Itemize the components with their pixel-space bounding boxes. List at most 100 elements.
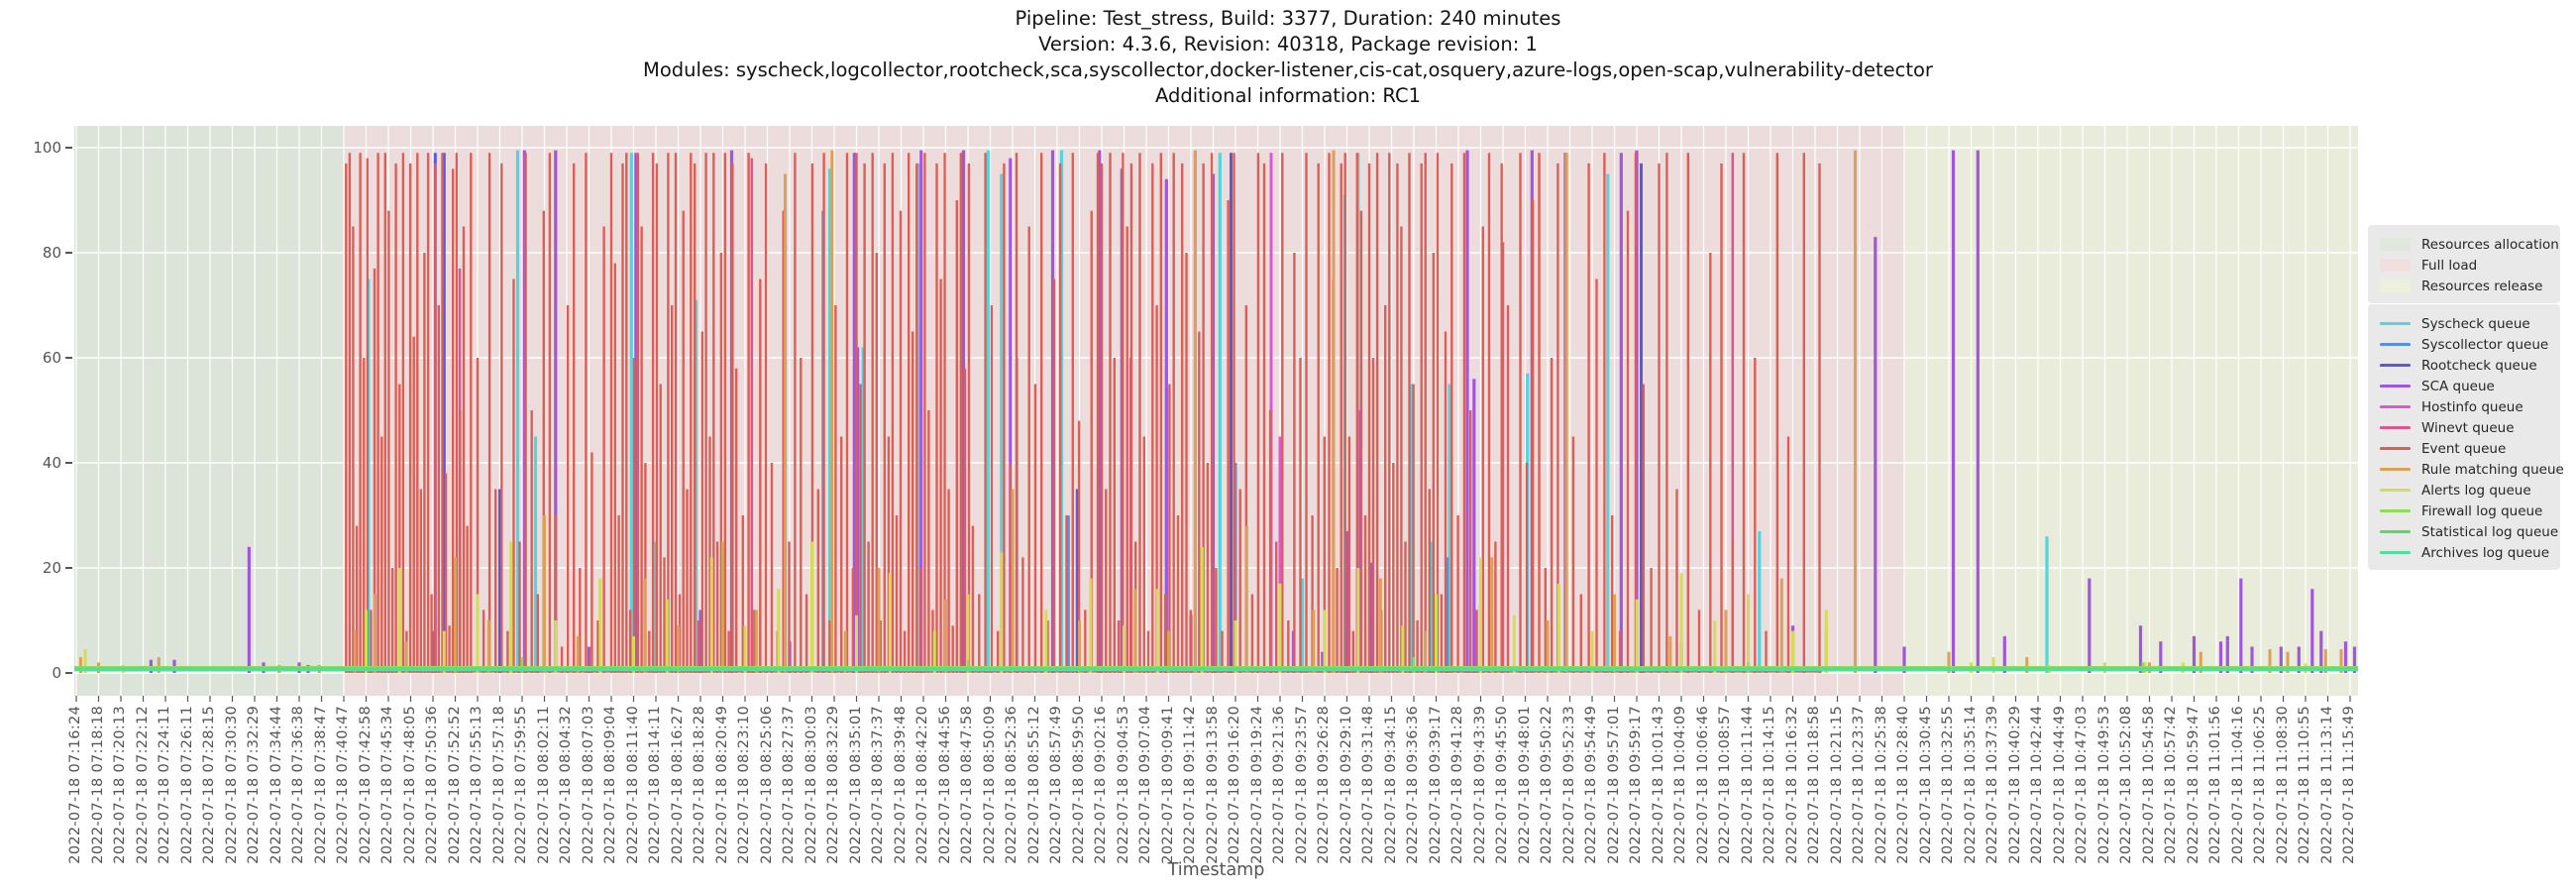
x-tick-label: 2022-07-18 09:19:24 [1248,706,1265,864]
x-tick-label: 2022-07-18 07:40:47 [335,706,351,864]
x-tick-label: 2022-07-18 09:02:16 [1093,706,1109,864]
legend-item-full-load: Full load [2380,255,2560,276]
y-tick-label-20: 20 [42,559,61,577]
x-tick-label: 2022-07-18 07:55:13 [469,706,484,864]
x-tick-label: 2022-07-18 09:34:15 [1382,706,1399,864]
legend-line-swatch-rootcheck-queue [2380,364,2411,367]
legend-item-event-queue: Event queue [2380,438,2560,459]
x-tick-label: 2022-07-18 11:08:30 [2274,706,2291,864]
x-tick-label: 2022-07-18 10:08:57 [1717,706,1733,864]
x-tick-label: 2022-07-18 10:35:14 [1962,706,1979,864]
x-tick-label: 2022-07-18 08:23:10 [736,706,752,864]
plot-area [74,126,2358,711]
x-tick-label: 2022-07-18 10:37:39 [1985,706,2000,864]
legend-item-winevt-queue: Winevt queue [2380,417,2560,438]
x-tick-label: 2022-07-18 11:06:25 [2252,706,2268,864]
x-tick-label: 2022-07-18 10:21:15 [1828,706,1845,864]
legend-item-rule-matching-queue: Rule matching queue [2380,459,2564,480]
x-tick-label: 2022-07-18 08:35:01 [847,706,864,864]
x-tick-label: 2022-07-18 09:52:33 [1560,706,1577,864]
band-resources-allocation [74,126,344,696]
legend-line-swatch-statistical-log-queue [2380,530,2411,533]
legend-item-statistical-log-queue: Statistical log queue [2380,521,2560,542]
x-tick-label: 2022-07-18 07:32:29 [246,706,262,864]
title-line-4: Additional information: RC1 [1154,84,1421,107]
title-line-2: Version: 4.3.6, Revision: 40318, Package… [1038,33,1538,56]
legend-label: Resources allocation [2421,236,2559,253]
x-tick-label: 2022-07-18 10:18:58 [1806,706,1822,864]
legend-patch-resources-release [2380,279,2411,292]
x-tick-label: 2022-07-18 07:59:55 [513,706,529,864]
x-tick-label: 2022-07-18 09:04:53 [1115,706,1131,864]
x-tick-label: 2022-07-18 08:11:40 [624,706,641,864]
x-tick-label: 2022-07-18 08:14:11 [647,706,663,864]
legend-item-resources-allocation: Resources allocation [2380,234,2560,255]
x-tick-label: 2022-07-18 07:45:34 [379,706,395,864]
x-tick-label: 2022-07-18 09:07:04 [1137,706,1153,864]
legend-line-swatch-alerts-log-queue [2380,489,2411,492]
x-tick-label: 2022-07-18 08:04:32 [558,706,574,864]
legend-label: Firewall log queue [2421,502,2543,519]
legend-item-hostinfo-queue: Hostinfo queue [2380,396,2560,417]
x-tick-label: 2022-07-18 10:04:09 [1672,706,1688,864]
x-tick-label: 2022-07-18 08:55:12 [1025,706,1042,864]
x-tick-label: 2022-07-18 10:57:42 [2163,706,2179,864]
x-tick-label: 2022-07-18 09:45:50 [1494,706,1510,864]
y-tick-label-100: 100 [33,139,61,157]
x-axis-title: Timestamp [1167,860,1265,880]
legend-label: Event queue [2421,440,2507,457]
x-tick-label: 2022-07-18 08:30:03 [803,706,819,864]
x-tick-label: 2022-07-18 09:41:28 [1449,706,1465,864]
y-tick-mark [65,252,72,254]
y-tick-mark [65,147,72,149]
y-tick-label-60: 60 [42,349,61,367]
legend-item-resources-release: Resources release [2380,276,2560,296]
legend-label: Winevt queue [2421,419,2515,436]
x-tick-label: 2022-07-18 08:25:06 [758,706,775,864]
x-tick-label: 2022-07-18 10:14:15 [1762,706,1777,864]
series-alerts-log-queue [83,541,2308,673]
x-tick-label: 2022-07-18 09:57:01 [1605,706,1622,864]
x-tick-label: 2022-07-18 08:02:11 [535,706,552,864]
x-tick-label: 2022-07-18 08:09:04 [602,706,618,864]
x-tick-label: 2022-07-18 07:24:11 [157,706,172,864]
x-tick-label: 2022-07-18 07:36:38 [290,706,306,864]
legend-line-swatch-sca-queue [2380,385,2411,388]
x-tick-label: 2022-07-18 10:11:44 [1739,706,1756,864]
x-tick-label: 2022-07-18 10:06:46 [1694,706,1711,864]
legend-label: Statistical log queue [2421,523,2559,540]
legend-item-rootcheck-queue: Rootcheck queue [2380,355,2560,376]
x-tick-label: 2022-07-18 08:59:50 [1070,706,1087,864]
x-tick-label: 2022-07-18 09:43:39 [1471,706,1488,864]
y-tick-mark [65,462,72,464]
x-tick-label: 2022-07-18 09:29:10 [1338,706,1354,864]
legend-item-sca-queue: SCA queue [2380,376,2560,396]
x-tick-label: 2022-07-18 11:15:49 [2341,706,2357,864]
legend-load-phases: Resources allocation Full load Resources r… [2368,225,2560,303]
y-tick-label-80: 80 [42,244,61,262]
x-tick-label: 2022-07-18 10:59:47 [2185,706,2201,864]
x-tick-label: 2022-07-18 11:01:56 [2207,706,2223,864]
y-tick-mark [65,567,72,569]
x-tick-label: 2022-07-18 09:54:49 [1583,706,1599,864]
legend-item-alerts-log-queue: Alerts log queue [2380,480,2560,501]
x-tick-label: 2022-07-18 09:26:28 [1316,706,1332,864]
legend-line-swatch-firewall-log-queue [2380,509,2411,512]
band-resources-release [1904,126,2358,696]
x-tick-label: 2022-07-18 07:48:05 [401,706,418,864]
title-line-3: Modules: syscheck,logcollector,rootcheck… [643,58,1933,81]
legend-patch-resources-allocation [2380,238,2411,251]
chart-svg [74,126,2358,702]
x-tick-label: 2022-07-18 07:50:36 [424,706,440,864]
x-tick-label: 2022-07-18 10:25:38 [1873,706,1889,864]
x-tick-label: 2022-07-18 07:28:15 [201,706,217,864]
x-tick-label: 2022-07-18 10:32:55 [1940,706,1956,864]
x-tick-label: 2022-07-18 10:54:58 [2140,706,2157,864]
x-tick-label: 2022-07-18 08:50:09 [981,706,998,864]
y-tick-mark [65,357,72,359]
x-tick-marks [75,696,2351,702]
legend-label: Full load [2421,257,2478,274]
x-tick-label: 2022-07-18 10:52:08 [2118,706,2134,864]
x-tick-label: 2022-07-18 09:39:17 [1427,706,1444,864]
x-tick-label: 2022-07-18 10:40:29 [2006,706,2023,864]
